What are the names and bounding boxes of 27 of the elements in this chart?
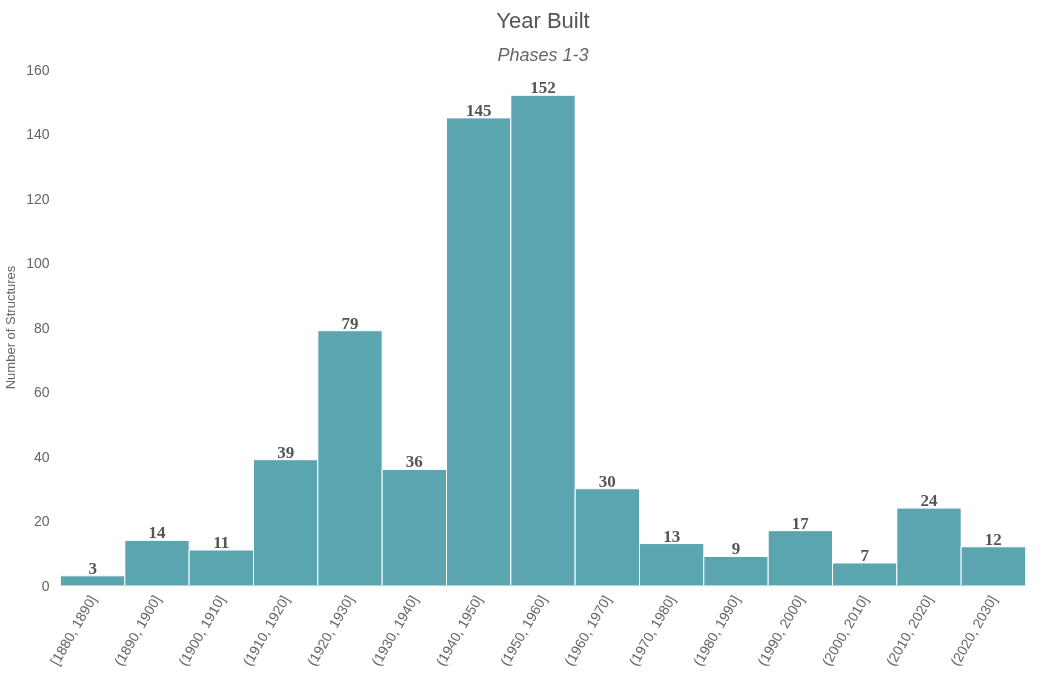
data-label: 14: [148, 523, 166, 543]
data-label: 145: [465, 100, 492, 120]
data-label: 79: [341, 313, 359, 333]
data-label: 13: [663, 526, 681, 546]
y-tick-label: 20: [33, 513, 50, 529]
data-label: 3: [88, 558, 97, 578]
data-label: 17: [791, 513, 810, 533]
y-axis-title: Number of Structures: [3, 265, 19, 390]
data-label: 36: [405, 452, 423, 472]
y-tick-label: 140: [26, 126, 50, 142]
y-tick-label: 100: [26, 255, 50, 271]
data-label: 9: [731, 539, 741, 559]
data-label: 39: [277, 442, 295, 462]
data-label: 7: [860, 545, 870, 565]
data-label: 30: [598, 471, 616, 491]
chart-title: Year Built: [496, 7, 590, 33]
data-label: 11: [213, 533, 230, 553]
y-tick-label: 160: [26, 61, 50, 78]
y-tick-label: 120: [26, 190, 50, 207]
chart-subtitle: Phases 1-3: [497, 44, 589, 65]
data-label: 152: [530, 78, 556, 98]
y-tick-label: 60: [33, 384, 50, 400]
y-tick-label: 40: [33, 448, 50, 465]
data-label: 12: [984, 529, 1002, 549]
y-tick-label: 80: [33, 319, 50, 336]
data-label: 24: [920, 491, 938, 511]
y-tick-label: 0: [41, 577, 50, 594]
